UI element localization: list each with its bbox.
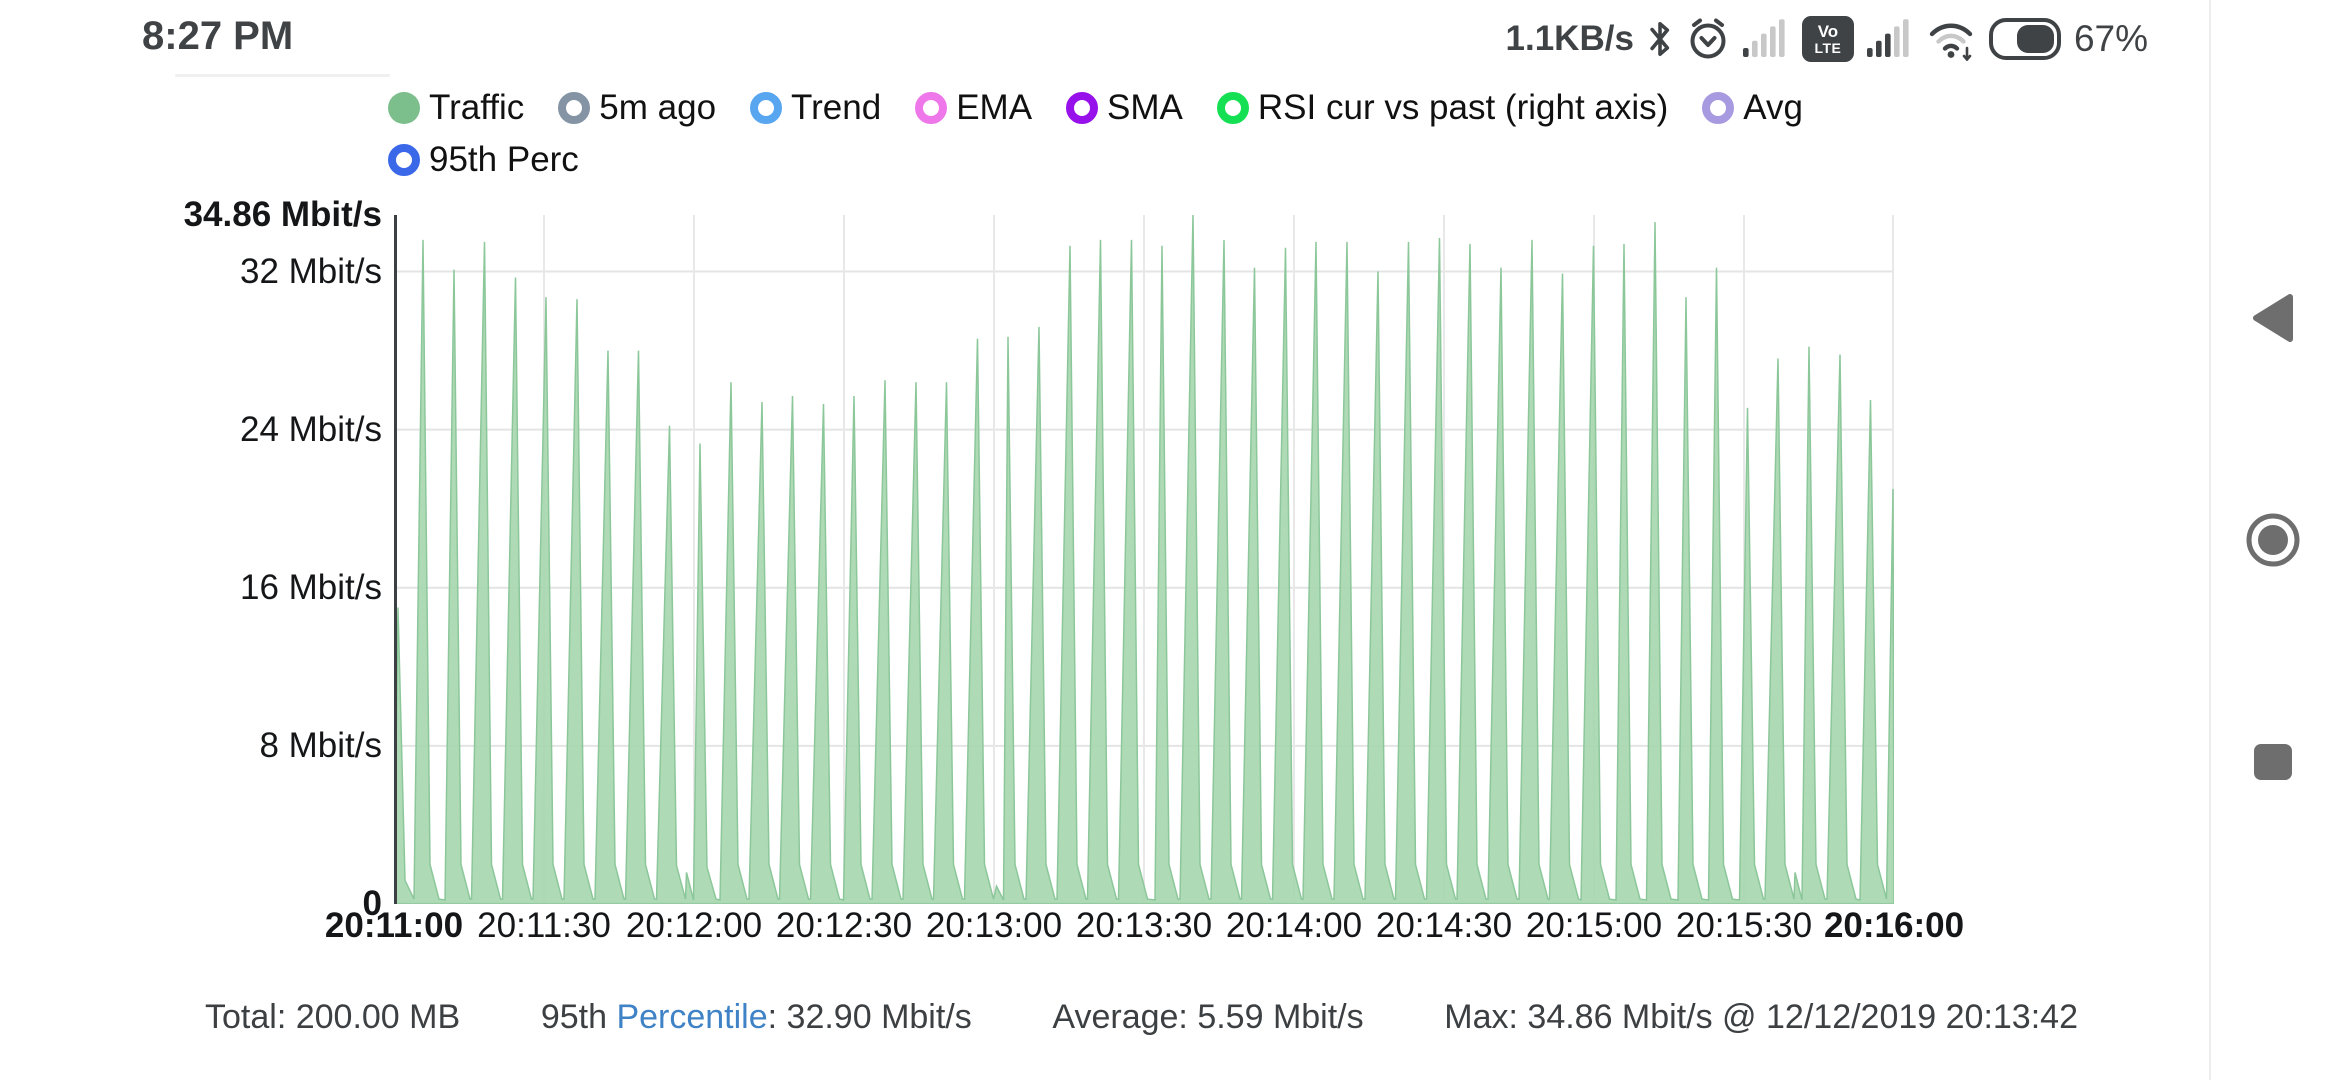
legend-marker-icon [1702,92,1735,124]
legend-marker-icon [1066,92,1099,124]
chart-legend: Traffic 5m ago Trend EMA SMA RSI cur vs past … [388,88,1898,180]
legend-item-trend[interactable]: Trend [750,88,881,128]
battery-icon [1988,18,2061,60]
total-stat: Total: 200.00 MB [205,998,461,1036]
wifi-icon [1926,17,1976,61]
signal-sim2-icon [1866,19,1913,59]
legend-item-rsi-cur-vs-past-right-axis[interactable]: RSI cur vs past (right axis) [1216,88,1669,128]
navbar-divider [2209,0,2211,1080]
legend-item-5m-ago[interactable]: 5m ago [558,88,716,128]
signal-sim1-icon [1742,19,1789,59]
x-tick-label: 20:15:00 [1525,906,1663,945]
legend-item-traffic[interactable]: Traffic [388,88,524,128]
home-button[interactable] [2243,510,2303,570]
x-tick-label: 20:14:30 [1375,906,1513,945]
x-tick-label: 20:14:00 [1225,906,1363,945]
recents-button[interactable] [2243,732,2303,792]
time-underline [175,74,390,77]
home-icon [2246,513,2300,567]
traffic-area-chart-svg [394,215,1894,904]
back-button[interactable] [2243,288,2303,348]
x-tick-label: 20:16:00 [1823,906,1965,945]
legend-label: Traffic [429,88,525,127]
legend-marker-icon [558,92,591,124]
max-stat: Max: 34.86 Mbit/s @ 12/12/2019 20:13:42 [1444,998,2078,1036]
legend-marker-icon [388,92,420,124]
recents-icon [2254,744,2292,780]
back-icon [2253,294,2293,342]
y-tick-label: 34.86 Mbit/s [183,195,382,234]
y-tick-label: 8 Mbit/s [259,725,382,765]
legend-marker-icon [750,92,783,124]
x-tick-label: 20:12:30 [775,906,913,945]
battery-percent-text: 67% [2073,18,2148,59]
legend-label: Trend [791,88,882,127]
legend-marker-icon [915,92,948,124]
legend-marker-icon [388,144,420,176]
bluetooth-icon [1647,18,1673,60]
y-tick-label: 32 Mbit/s [240,251,382,291]
y-tick-label: 24 Mbit/s [240,409,382,449]
legend-label: Avg [1743,88,1803,127]
legend-label: EMA [956,88,1033,127]
y-tick-label: 16 Mbit/s [240,567,382,607]
legend-label: 5m ago [599,88,717,127]
y-tick-label: 0 [362,884,382,923]
percentile-link[interactable]: Percentile [616,998,768,1036]
legend-item-sma[interactable]: SMA [1066,88,1183,128]
x-tick-label: 20:13:30 [1075,906,1213,945]
network-speed-text: 1.1KB/s [1505,19,1634,58]
alarm-icon [1686,17,1730,61]
stats-footer: Total: 200.00 MB 95th Percentile: 32.90 … [205,998,2078,1037]
traffic-area-chart[interactable] [394,215,1894,904]
x-tick-label: 20:15:30 [1675,906,1813,945]
volte-badge: Vo LTE [1801,16,1854,62]
x-tick-label: 20:11:30 [477,906,611,945]
legend-item-95th-perc[interactable]: 95th Perc [388,140,579,180]
status-icons-cluster: 1.1KB/s Vo LTE [1506,10,2148,68]
status-time: 8:27 PM [142,14,294,58]
x-tick-label: 20:11:00 [324,906,464,945]
x-tick-label: 20:12:00 [625,906,763,945]
p95-stat: 95th Percentile: 32.90 Mbit/s [540,998,972,1036]
legend-label: SMA [1107,88,1183,127]
legend-item-avg[interactable]: Avg [1702,88,1803,128]
average-stat: Average: 5.59 Mbit/s [1052,998,1364,1036]
x-tick-label: 20:13:00 [925,906,1063,945]
legend-item-ema[interactable]: EMA [915,88,1032,128]
legend-label: 95th Perc [429,140,579,179]
legend-label: RSI cur vs past (right axis) [1257,88,1669,127]
legend-marker-icon [1216,92,1249,124]
